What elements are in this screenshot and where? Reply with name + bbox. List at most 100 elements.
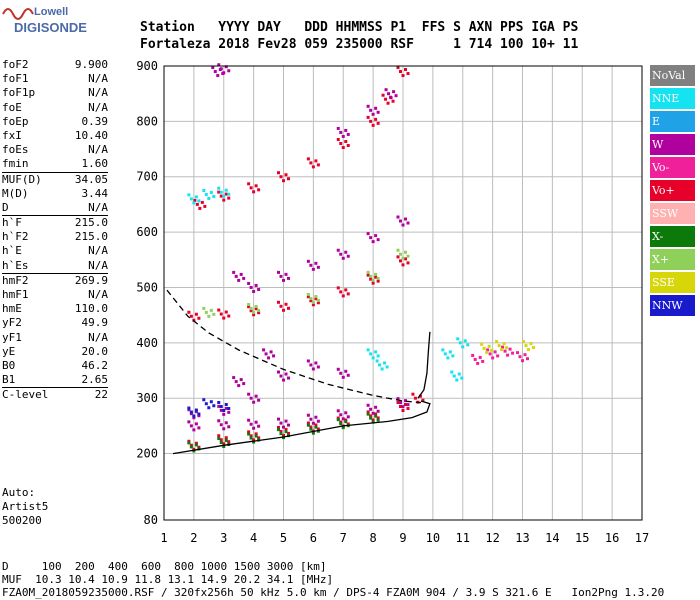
echo-point bbox=[443, 352, 447, 356]
echo-point bbox=[257, 398, 261, 402]
echo-point bbox=[396, 255, 400, 259]
echo-point bbox=[227, 410, 231, 414]
echo-points bbox=[187, 63, 535, 453]
echo-point bbox=[213, 70, 217, 74]
echo-point bbox=[341, 146, 345, 150]
param-key: h`F2 bbox=[2, 230, 29, 244]
echo-point bbox=[277, 171, 280, 175]
echo-point bbox=[391, 99, 395, 103]
echo-point bbox=[219, 67, 223, 71]
echo-point bbox=[404, 250, 407, 254]
echo-point bbox=[466, 343, 470, 347]
echo-point bbox=[224, 436, 228, 440]
echo-point bbox=[212, 312, 216, 316]
echo-point bbox=[399, 401, 402, 405]
echo-point bbox=[306, 157, 310, 161]
echo-point bbox=[371, 112, 375, 116]
plot-grid bbox=[163, 65, 643, 521]
param-row: hmF1 N/A bbox=[2, 288, 108, 302]
echo-point bbox=[279, 175, 283, 179]
echo-point bbox=[524, 344, 528, 348]
echo-point bbox=[192, 447, 196, 451]
param-row: yE 20.0 bbox=[2, 345, 108, 359]
parameter-list: foF2 9.900 foF1 N/A foF1p N/A foE N/A foEp 0.39 fx… bbox=[2, 58, 108, 403]
echo-point bbox=[189, 412, 193, 416]
echo-point bbox=[344, 140, 348, 144]
echo-point bbox=[284, 430, 288, 434]
param-key: foF1 bbox=[2, 72, 29, 86]
echo-point bbox=[224, 438, 228, 442]
echo-point bbox=[187, 439, 191, 443]
echo-point bbox=[222, 442, 226, 446]
echo-point bbox=[366, 348, 370, 352]
echo-point bbox=[399, 259, 402, 263]
echo-point bbox=[369, 414, 373, 418]
echo-point bbox=[262, 348, 266, 352]
echo-point bbox=[478, 355, 482, 359]
echo-point bbox=[503, 349, 507, 353]
echo-point bbox=[374, 350, 378, 354]
echo-point bbox=[339, 413, 343, 417]
echo-point bbox=[279, 421, 283, 425]
y-tick-label: 700 bbox=[136, 170, 158, 184]
echo-point bbox=[336, 286, 340, 290]
echo-point bbox=[217, 404, 221, 408]
param-value: N/A bbox=[88, 72, 108, 86]
echo-point bbox=[189, 443, 193, 447]
echo-point bbox=[249, 309, 253, 313]
echo-point bbox=[401, 409, 405, 412]
param-value: 20.0 bbox=[81, 344, 109, 358]
echo-point bbox=[222, 71, 226, 75]
echo-point bbox=[346, 373, 350, 377]
echo-point bbox=[344, 420, 348, 424]
echo-point bbox=[279, 274, 283, 278]
echo-point bbox=[249, 285, 253, 289]
echo-point bbox=[341, 256, 345, 260]
echo-point bbox=[339, 142, 343, 146]
echo-point bbox=[189, 410, 193, 414]
param-value: 1.60 bbox=[81, 157, 109, 171]
echo-point bbox=[369, 416, 373, 420]
param-value: 2.65 bbox=[81, 373, 109, 387]
echo-point bbox=[187, 420, 191, 424]
echo-point bbox=[252, 440, 256, 444]
param-row: h`F 215.0 bbox=[2, 216, 108, 230]
echo-point bbox=[371, 278, 375, 282]
x-tick-label: 5 bbox=[280, 531, 287, 545]
param-value: N/A bbox=[88, 86, 108, 100]
param-value: N/A bbox=[88, 330, 108, 344]
echo-point bbox=[396, 397, 400, 401]
legend-item: NNE bbox=[650, 88, 695, 109]
echo-point bbox=[306, 413, 310, 417]
x-tick-label: 3 bbox=[220, 531, 227, 545]
param-key: foF2 bbox=[2, 58, 29, 71]
echo-point bbox=[254, 184, 258, 188]
echo-point bbox=[197, 199, 201, 203]
echo-point bbox=[242, 382, 246, 386]
echo-point bbox=[401, 263, 405, 267]
param-value: N/A bbox=[88, 288, 108, 301]
echo-point bbox=[227, 192, 231, 196]
echo-point bbox=[339, 290, 343, 294]
param-key: foEp bbox=[2, 114, 29, 128]
echo-point bbox=[495, 340, 499, 344]
param-row: C-level 22 bbox=[2, 388, 108, 402]
echo-point bbox=[257, 188, 261, 192]
param-key: foEs bbox=[2, 143, 29, 157]
echo-point bbox=[311, 301, 315, 305]
echo-point bbox=[411, 392, 415, 396]
echo-point bbox=[249, 434, 253, 438]
echo-point bbox=[421, 398, 425, 402]
digisonde-logo: Lowell DIGISONDE bbox=[0, 0, 90, 50]
echo-point bbox=[254, 305, 258, 309]
echo-point bbox=[209, 400, 213, 404]
y-tick-label: 900 bbox=[136, 59, 158, 73]
echo-point bbox=[311, 367, 315, 371]
echo-point bbox=[446, 356, 450, 360]
echo-point bbox=[222, 194, 226, 198]
echo-point bbox=[521, 359, 524, 363]
y-tick-label: 200 bbox=[136, 447, 158, 461]
x-tick-label: 12 bbox=[485, 531, 499, 545]
echo-point bbox=[371, 418, 375, 422]
